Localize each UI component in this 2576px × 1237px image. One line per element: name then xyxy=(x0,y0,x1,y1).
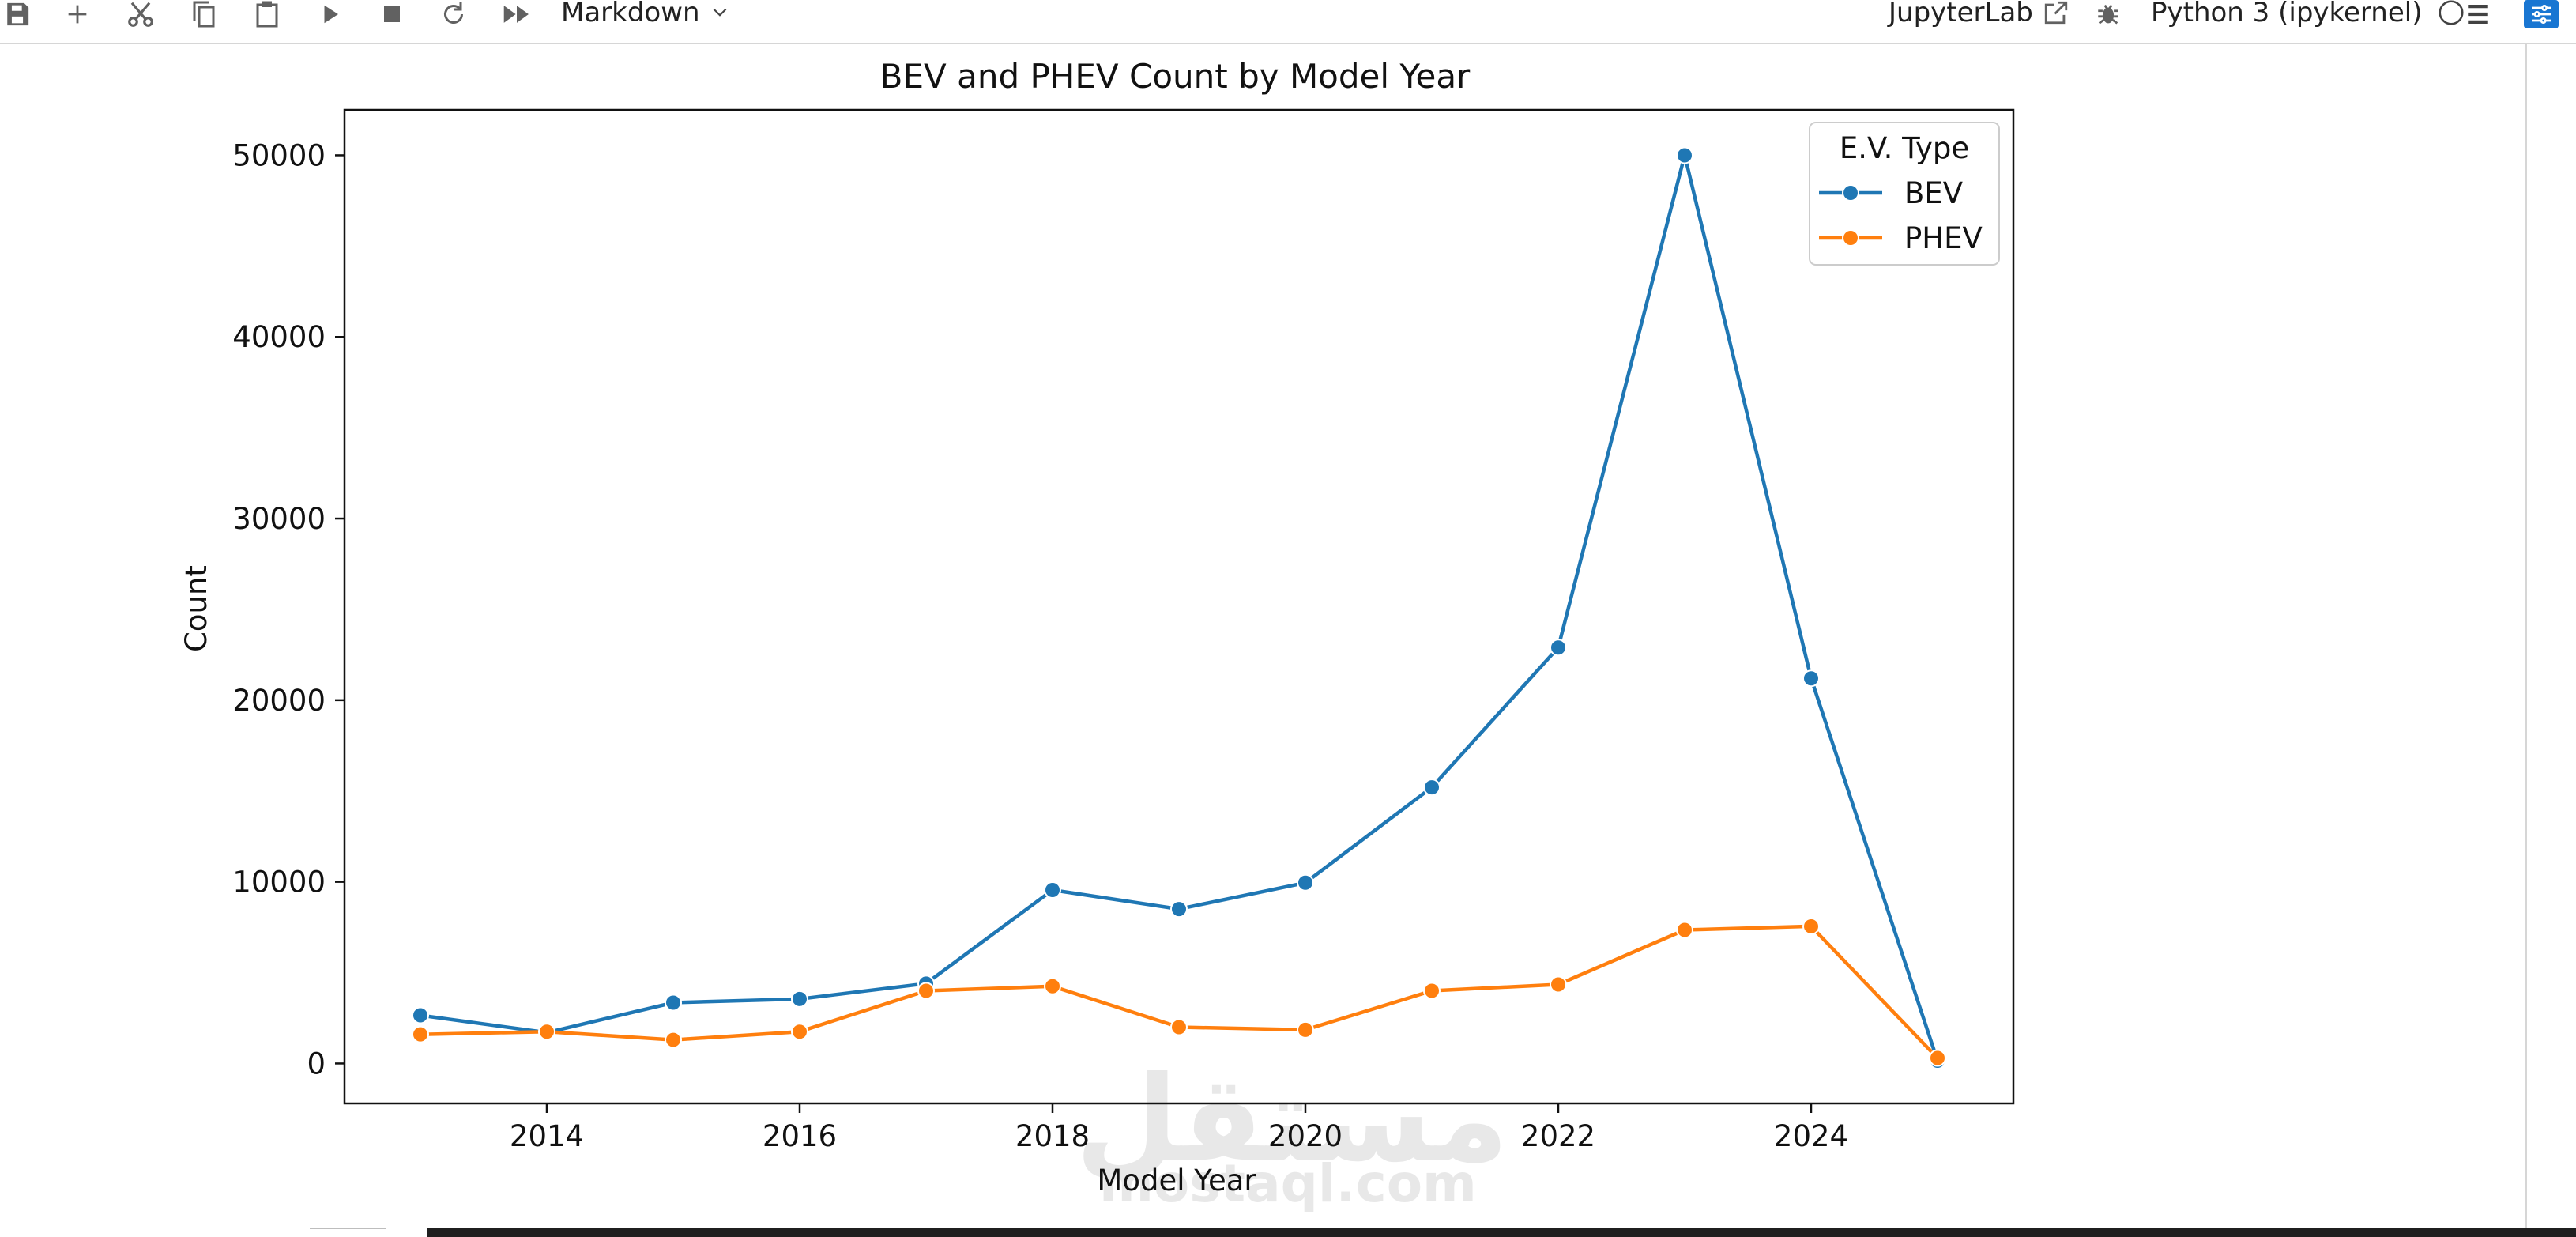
phev-point xyxy=(1929,1049,1946,1067)
phev-point xyxy=(917,982,935,1000)
debugger-icon[interactable] xyxy=(2091,0,2126,28)
status-tab xyxy=(310,1228,386,1237)
bev-line xyxy=(420,153,1940,1062)
add-cell-icon[interactable] xyxy=(60,0,95,28)
x-tick-label: 2014 xyxy=(510,1119,584,1153)
restart-icon[interactable] xyxy=(436,0,471,28)
x-axis-label: Model Year xyxy=(1097,1163,1256,1197)
y-axis-label: Count xyxy=(179,565,213,652)
phev-legend-marker xyxy=(1842,229,1859,247)
bev-point xyxy=(1550,639,1567,657)
phev-line xyxy=(420,924,1939,1060)
line-chart: مستقل mostaql.com BEV and PHEV Count by … xyxy=(179,57,2015,1214)
bev-point xyxy=(1044,881,1061,899)
y-axis: 0 10000 20000 30000 40000 50000 xyxy=(232,138,345,1080)
phev-point xyxy=(412,1025,429,1043)
legend-box xyxy=(1809,122,2000,266)
phev-point xyxy=(1170,1018,1188,1036)
y-tick-label: 50000 xyxy=(232,138,326,172)
chevron-down-icon xyxy=(713,8,726,17)
x-axis: 2014 2016 2018 2020 2022 2024 xyxy=(510,1103,1848,1153)
phev-point xyxy=(791,1023,808,1041)
kernel-status[interactable]: Python 3 (ipykernel) xyxy=(2151,0,2466,28)
legend: E.V. Type BEV PHEV xyxy=(1809,122,2000,266)
legend-title: E.V. Type xyxy=(1840,131,1969,165)
phev-point xyxy=(1802,917,1820,935)
phev-point xyxy=(1297,1020,1314,1039)
kernel-name: Python 3 (ipykernel) xyxy=(2151,0,2423,28)
paste-icon[interactable] xyxy=(250,0,284,28)
x-tick-label: 2018 xyxy=(1015,1119,1090,1153)
bev-point xyxy=(665,994,682,1012)
bev-legend-label: BEV xyxy=(1904,176,1963,210)
bev-point xyxy=(1423,779,1441,797)
y-tick-label: 40000 xyxy=(232,320,326,354)
property-inspector-icon[interactable] xyxy=(2524,0,2559,28)
bev-point xyxy=(1297,873,1314,892)
taskbar xyxy=(427,1228,2576,1237)
chart-title: BEV and PHEV Count by Model Year xyxy=(880,57,1471,96)
chart-output: مستقل mostaql.com BEV and PHEV Count by … xyxy=(0,44,2133,1228)
phev-point xyxy=(665,1031,682,1049)
x-tick-label: 2022 xyxy=(1521,1119,1595,1153)
watermark-latin: mostaql.com xyxy=(1099,1153,1477,1214)
bev-point xyxy=(1802,669,1820,688)
watermark-arabic: مستقل xyxy=(1075,1051,1509,1189)
bev-legend-marker xyxy=(1842,184,1859,202)
save-icon[interactable] xyxy=(0,0,35,28)
jupyterlab-label: JupyterLab xyxy=(1889,0,2033,28)
copy-icon[interactable] xyxy=(186,0,221,28)
cell-type-label: Markdown xyxy=(561,0,700,28)
plot-frame xyxy=(343,108,2015,1105)
notebook-output-area: مستقل mostaql.com BEV and PHEV Count by … xyxy=(0,44,2576,1228)
stop-icon[interactable] xyxy=(375,0,409,28)
phev-point xyxy=(1423,982,1441,1000)
cut-icon[interactable] xyxy=(123,0,158,28)
y-tick-label: 0 xyxy=(307,1047,326,1080)
run-icon[interactable] xyxy=(313,0,348,28)
fast-forward-icon[interactable] xyxy=(499,0,534,28)
phev-point xyxy=(538,1023,555,1041)
y-tick-label: 10000 xyxy=(232,866,326,899)
scrollbar-track[interactable] xyxy=(2525,44,2527,1228)
y-tick-label: 20000 xyxy=(232,684,326,718)
phev-legend-label: PHEV xyxy=(1904,221,1983,255)
series-layer xyxy=(412,146,1946,1069)
watermark: مستقل mostaql.com xyxy=(1075,1051,1509,1214)
x-tick-label: 2020 xyxy=(1268,1119,1343,1153)
y-tick-label: 30000 xyxy=(232,502,326,536)
bev-point xyxy=(1170,900,1188,918)
bev-point xyxy=(1676,146,1693,164)
open-in-jupyterlab[interactable]: JupyterLab xyxy=(1889,0,2069,28)
phev-point xyxy=(1550,975,1567,994)
cell-type-dropdown[interactable]: Markdown xyxy=(561,0,730,28)
x-tick-label: 2024 xyxy=(1774,1119,1848,1153)
menu-icon[interactable] xyxy=(2461,0,2495,28)
x-tick-label: 2016 xyxy=(763,1119,837,1153)
phev-point xyxy=(1676,921,1693,939)
bev-point xyxy=(412,1006,429,1024)
notebook-toolbar: Markdown JupyterLab Python 3 (ipykernel) xyxy=(0,0,2576,44)
bev-point xyxy=(791,990,808,1008)
kernel-idle-icon xyxy=(2439,0,2465,25)
external-link-icon xyxy=(2044,1,2068,25)
phev-point xyxy=(1044,977,1061,995)
